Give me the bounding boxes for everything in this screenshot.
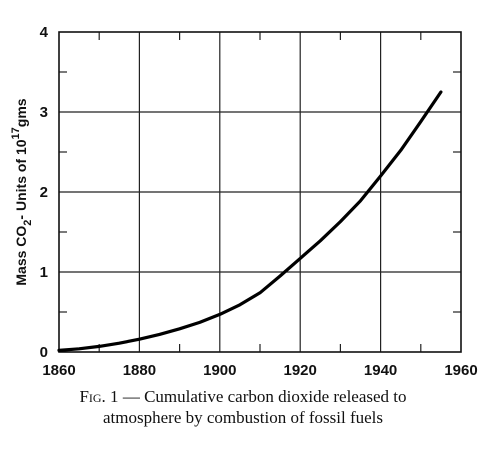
plot-frame bbox=[58, 31, 462, 353]
y-tick-label: 0 bbox=[40, 344, 48, 361]
caption-line-1: Fig. 1 — Cumulative carbon dioxide relea… bbox=[0, 386, 486, 407]
series-line bbox=[57, 90, 443, 352]
x-tick-label: 1880 bbox=[123, 362, 156, 379]
x-tick-label: 1940 bbox=[364, 362, 397, 379]
y-tick-label: 1 bbox=[40, 264, 48, 281]
chart: 1860 1880 1900 1920 1940 1960 0 1 2 3 4 Mass CO2-… bbox=[10, 24, 478, 379]
x-tick-label: 1960 bbox=[444, 362, 477, 379]
y-tick-label: 4 bbox=[40, 24, 49, 41]
caption-line-2: atmosphere by combustion of fossil fuels bbox=[103, 408, 383, 427]
x-tick-label: 1900 bbox=[203, 362, 236, 379]
grid bbox=[59, 32, 461, 352]
figure-caption: Fig. 1 — Cumulative carbon dioxide relea… bbox=[0, 386, 486, 428]
x-tick-label: 1920 bbox=[284, 362, 317, 379]
x-tick-label: 1860 bbox=[42, 362, 75, 379]
y-tick-labels: 0 1 2 3 4 bbox=[40, 24, 49, 361]
y-tick-label: 2 bbox=[40, 184, 48, 201]
figure-number: Fig. 1 bbox=[79, 387, 119, 406]
y-axis-label: Mass CO2- Units of 1017gms bbox=[10, 98, 34, 285]
caption-text-1: — Cumulative carbon dioxide released to bbox=[122, 387, 407, 406]
y-tick-label: 3 bbox=[40, 104, 48, 121]
x-tick-labels: 1860 1880 1900 1920 1940 1960 bbox=[42, 362, 477, 379]
